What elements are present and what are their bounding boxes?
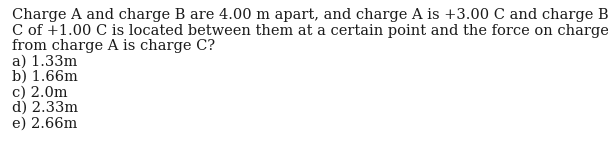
- Text: C of +1.00 C is located between them at a certain point and the force on charge : C of +1.00 C is located between them at …: [12, 24, 608, 38]
- Text: from charge A is charge C?: from charge A is charge C?: [12, 39, 215, 53]
- Text: e) 2.66m: e) 2.66m: [12, 117, 77, 130]
- Text: Charge A and charge B are 4.00 m apart, and charge A is +3.00 C and charge B is : Charge A and charge B are 4.00 m apart, …: [12, 8, 608, 22]
- Text: d) 2.33m: d) 2.33m: [12, 101, 78, 115]
- Text: b) 1.66m: b) 1.66m: [12, 70, 78, 84]
- Text: c) 2.0m: c) 2.0m: [12, 85, 67, 99]
- Text: a) 1.33m: a) 1.33m: [12, 54, 77, 69]
